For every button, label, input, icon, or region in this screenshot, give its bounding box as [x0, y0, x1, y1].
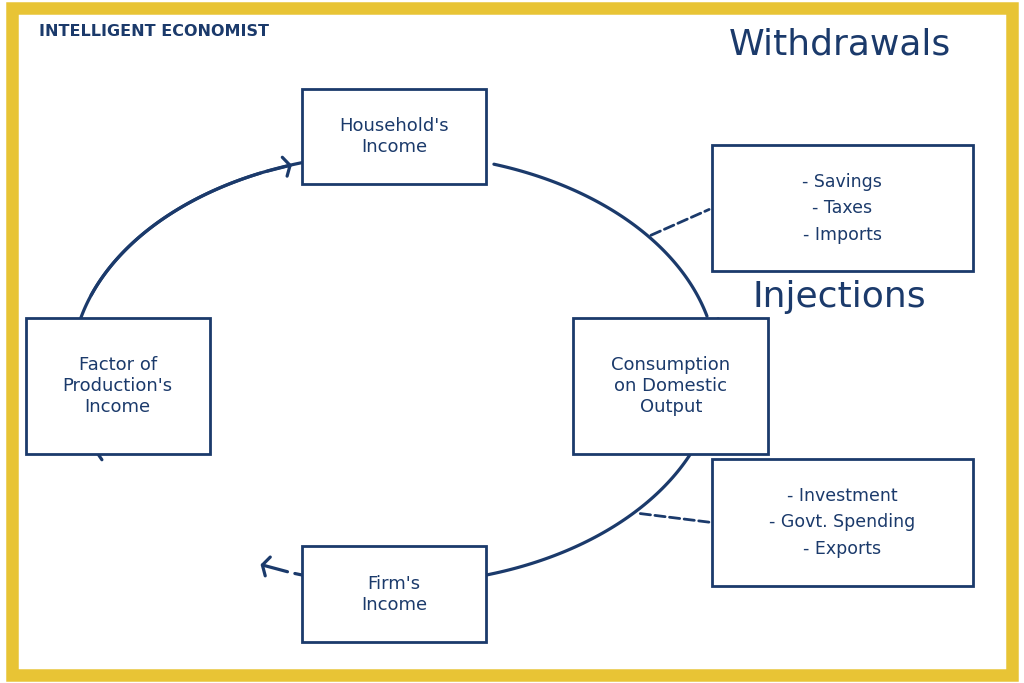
Text: Withdrawals: Withdrawals [728, 27, 951, 61]
FancyBboxPatch shape [712, 145, 973, 272]
Text: Firm's
Income: Firm's Income [361, 575, 427, 613]
Text: Injections: Injections [753, 280, 927, 314]
FancyBboxPatch shape [302, 89, 486, 184]
Text: INTELLIGENT ECONOMIST: INTELLIGENT ECONOMIST [39, 24, 269, 39]
Text: - Savings
- Taxes
- Imports: - Savings - Taxes - Imports [802, 173, 883, 244]
FancyBboxPatch shape [573, 318, 768, 454]
FancyBboxPatch shape [302, 546, 486, 642]
Text: Household's
Income: Household's Income [339, 117, 450, 156]
Text: - Investment
- Govt. Spending
- Exports: - Investment - Govt. Spending - Exports [769, 487, 915, 558]
Text: Consumption
on Domestic
Output: Consumption on Domestic Output [611, 356, 730, 416]
FancyBboxPatch shape [26, 318, 210, 454]
Text: Factor of
Production's
Income: Factor of Production's Income [62, 356, 173, 416]
FancyBboxPatch shape [712, 459, 973, 586]
